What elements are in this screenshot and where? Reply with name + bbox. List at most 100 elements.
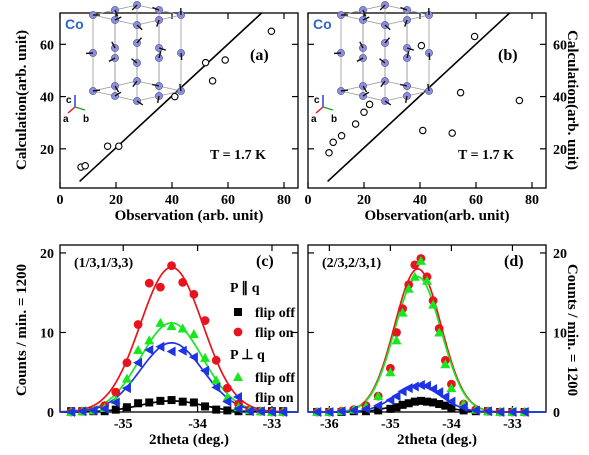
y-tick-label: 0: [553, 406, 560, 421]
y-tick-label: 40: [40, 91, 54, 106]
marker-triangle-left: [519, 407, 529, 417]
marker-square: [447, 404, 456, 413]
marker-square: [441, 401, 450, 410]
data-point: [201, 58, 210, 67]
x-tick-label: 80: [525, 193, 539, 208]
marker-triangle-up: [434, 327, 445, 337]
x-tick-label: -35: [114, 417, 133, 432]
marker-triangle-left: [483, 406, 493, 417]
x-tick-label: 60: [221, 193, 235, 208]
marker-triangle-up: [446, 383, 457, 393]
panel-label: (b): [498, 47, 518, 64]
marker-triangle-left: [200, 365, 210, 376]
marker-circle: [122, 358, 132, 368]
marker-triangle-left: [458, 402, 468, 413]
marker-triangle-left: [188, 352, 198, 363]
spin-arrow: [108, 57, 116, 63]
marker-triangle-left: [348, 405, 358, 416]
marker-square: [234, 308, 242, 316]
marker-triangle-left: [428, 383, 438, 394]
marker-triangle-left: [312, 407, 322, 417]
spin-arrow: [156, 95, 160, 104]
legend-entry: flip off: [255, 371, 295, 386]
marker-triangle-left: [110, 397, 120, 408]
marker-triangle-left: [409, 381, 419, 392]
panel-d: -36 -35 -34 -33 0 10 20 2theta (deg.) (d) (2/3,2/…: [307, 244, 567, 448]
marker-triangle-left: [470, 405, 480, 416]
marker-triangle-left: [373, 400, 383, 411]
spin-arrow: [384, 37, 391, 44]
marker-triangle-left: [385, 395, 395, 406]
marker-square: [156, 396, 165, 405]
spin-arrow: [379, 58, 386, 64]
marker-triangle-left: [403, 383, 413, 394]
fit-line: [327, 12, 511, 183]
marker-triangle-left: [324, 407, 334, 417]
y-tick-label: 60: [553, 38, 567, 53]
fit-line: [79, 12, 263, 183]
data-point: [456, 88, 465, 97]
marker-triangle-left: [244, 406, 254, 417]
data-point: [325, 148, 333, 157]
spin-arrow: [404, 19, 408, 27]
axis-a-arrow: [315, 106, 324, 114]
data-point: [351, 120, 360, 128]
panel-label: (c): [256, 253, 274, 270]
fit-curve-1: [308, 268, 546, 413]
marker-triangle-up: [211, 375, 222, 385]
marker-triangle-left: [440, 391, 450, 402]
marker-square: [122, 403, 131, 412]
y-axis-label: Calculation(arb. unit): [14, 30, 30, 170]
marker-triangle-left: [434, 387, 444, 398]
spin-arrow: [131, 4, 138, 11]
marker-square: [386, 404, 395, 413]
marker-triangle-up: [177, 323, 188, 333]
marker-triangle-up: [385, 367, 396, 377]
marker-circle: [222, 383, 232, 393]
spin-arrow: [379, 4, 386, 11]
axis-b-label: b: [83, 114, 89, 125]
axis-c-label: c: [66, 95, 72, 106]
temperature-annotation: T = 1.7 K: [458, 148, 514, 163]
y-tick-label: 60: [40, 38, 54, 53]
marker-circle: [392, 328, 401, 337]
fit-curve-2: [308, 276, 546, 413]
marker-square: [178, 397, 187, 406]
marker-triangle-left: [391, 391, 401, 402]
data-point: [81, 162, 89, 170]
spin-arrow: [114, 16, 122, 21]
axis-c-label: c: [314, 95, 320, 106]
marker-square: [134, 399, 143, 408]
x-tick-label: 40: [413, 193, 427, 208]
marker-square: [404, 399, 413, 408]
y-tick-label: 20: [553, 143, 567, 158]
spin-arrow: [400, 6, 408, 11]
x-tick-label: 80: [277, 193, 291, 208]
x-tick-label: -34: [442, 417, 461, 432]
y-tick-label: 10: [553, 326, 567, 341]
marker-circle: [200, 316, 210, 325]
axis-b-label: b: [331, 114, 337, 125]
axis-b-arrow: [74, 106, 86, 111]
marker-triangle-up: [415, 255, 426, 265]
x-tick-label: -33: [503, 417, 522, 432]
spin-arrow: [179, 83, 182, 92]
marker-square: [410, 397, 419, 406]
data-point: [360, 108, 368, 117]
marker-square: [429, 398, 438, 407]
temperature-annotation: T = 1.7 K: [210, 148, 266, 163]
y-tick-label: 40: [553, 91, 567, 106]
axis-a-arrow: [67, 106, 76, 114]
spin-arrow: [427, 83, 430, 92]
x-axis-label: Observation (arb. unit): [115, 208, 264, 224]
spin-arrow: [180, 52, 183, 61]
data-point: [221, 56, 229, 64]
reflection-label: (1/3,1/3,3): [74, 256, 133, 271]
data-point: [267, 27, 276, 36]
spin-arrow: [362, 16, 370, 21]
marker-square: [398, 400, 407, 409]
spin-arrow: [92, 89, 101, 92]
spin-arrow: [156, 19, 160, 27]
marker-triangle-up: [233, 372, 243, 381]
spin-arrow: [136, 37, 143, 44]
